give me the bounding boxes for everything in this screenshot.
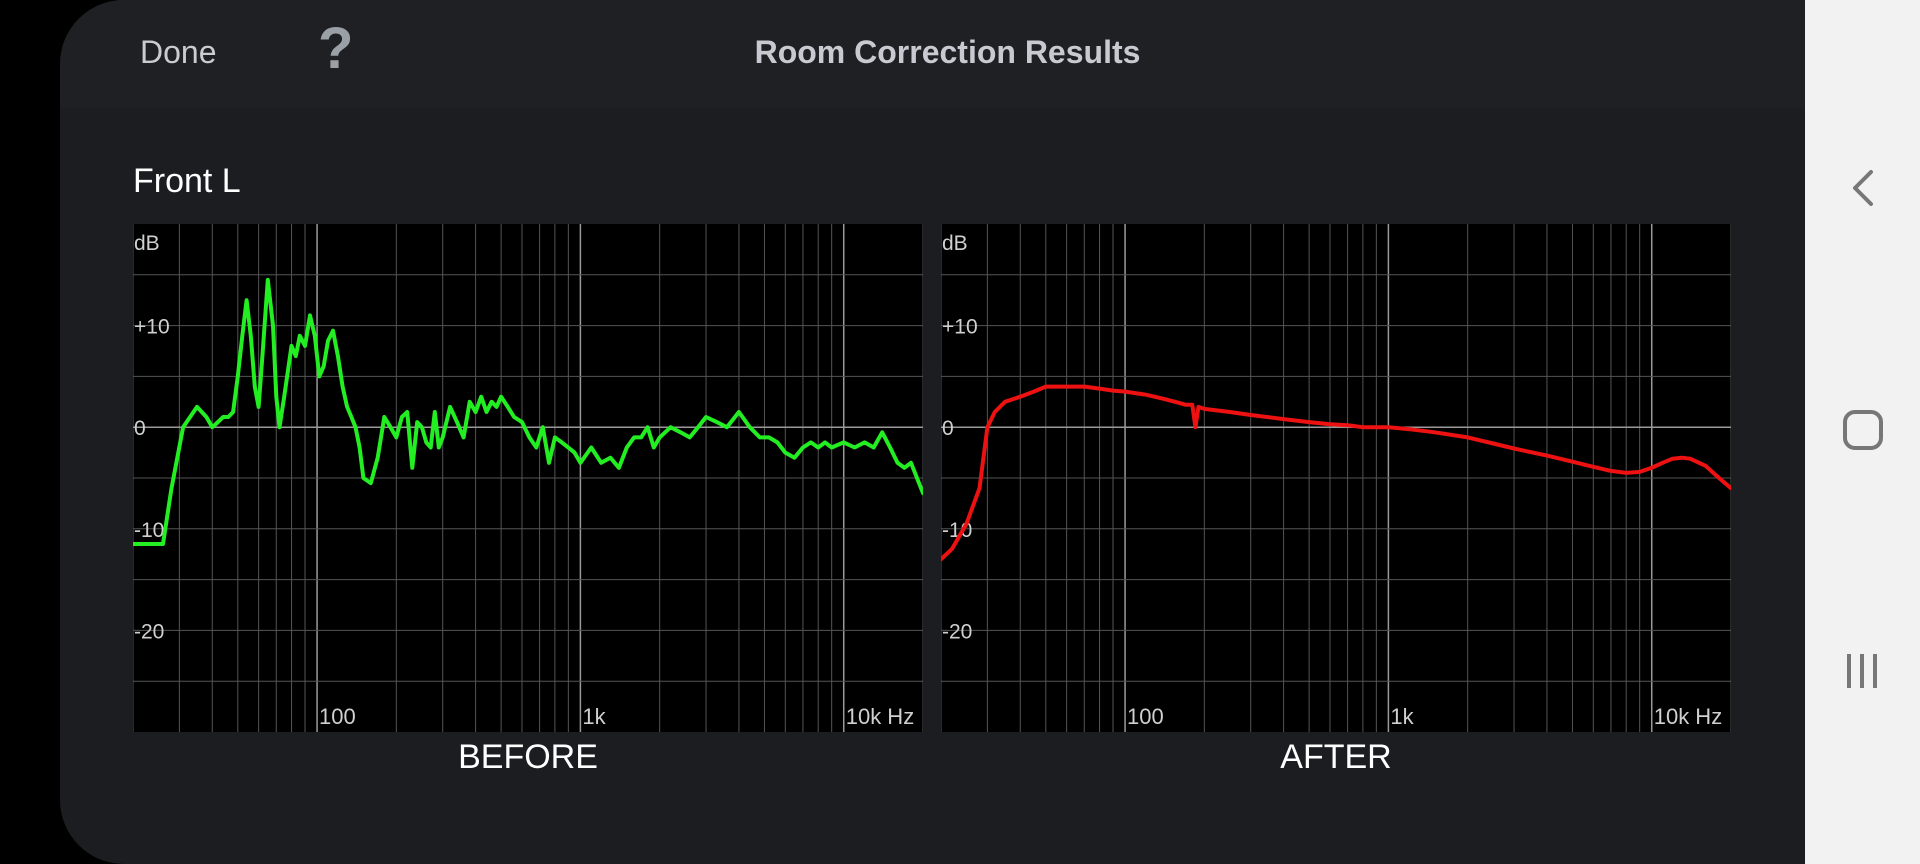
- x-tick-label: 10k Hz: [846, 704, 914, 729]
- y-tick-label: -20: [134, 620, 164, 643]
- before-caption: BEFORE: [458, 738, 598, 776]
- y-tick-label: 0: [942, 417, 954, 440]
- y-tick-label: -20: [942, 620, 972, 643]
- done-button[interactable]: Done: [140, 34, 217, 70]
- y-tick-label: 0: [134, 417, 146, 440]
- page-title: Room Correction Results: [754, 34, 1141, 70]
- series-line: [941, 384, 1731, 562]
- x-tick-label: 10k Hz: [1654, 704, 1722, 729]
- rounded-square-icon[interactable]: [1805, 390, 1920, 470]
- y-tick-label: -10: [134, 519, 164, 542]
- three-bars-icon[interactable]: [1805, 632, 1920, 712]
- before-chart-svg: +10 0 -10 -20 dB 100 1k 10k Hz: [133, 224, 923, 732]
- header-bar: Done ? Room Correction Results: [60, 0, 1805, 108]
- chevron-left-icon[interactable]: [1805, 148, 1920, 228]
- x-tick-label: 100: [319, 704, 356, 729]
- system-nav-bar: [1805, 0, 1920, 864]
- x-tick-label: 1k: [1390, 704, 1414, 729]
- y-tick-label: +10: [134, 316, 170, 339]
- y-axis-label: dB: [134, 232, 160, 255]
- x-tick-label: 100: [1127, 704, 1164, 729]
- y-axis-label: dB: [942, 232, 968, 255]
- channel-label: Front L: [133, 162, 241, 200]
- help-button[interactable]: ?: [318, 16, 354, 81]
- before-chart: +10 0 -10 -20 dB 100 1k 10k Hz: [133, 224, 923, 732]
- after-caption: AFTER: [1280, 738, 1392, 776]
- results-panel: Done ? Room Correction Results Front L +…: [60, 0, 1805, 864]
- x-tick-label: 1k: [582, 704, 606, 729]
- series-line: [133, 277, 923, 546]
- after-chart: +10 0 -10 -20 dB 100 1k 10k Hz: [941, 224, 1731, 732]
- y-tick-label: +10: [942, 316, 978, 339]
